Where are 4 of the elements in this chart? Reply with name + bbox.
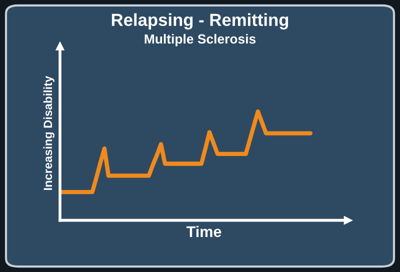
x-axis-title: Time	[186, 226, 222, 238]
y-axis-title: Increasing Disability	[43, 76, 54, 190]
chart-title: Relapsing - Remitting	[112, 13, 288, 30]
chart-subtitle: Multiple Sclerosis	[144, 34, 256, 46]
